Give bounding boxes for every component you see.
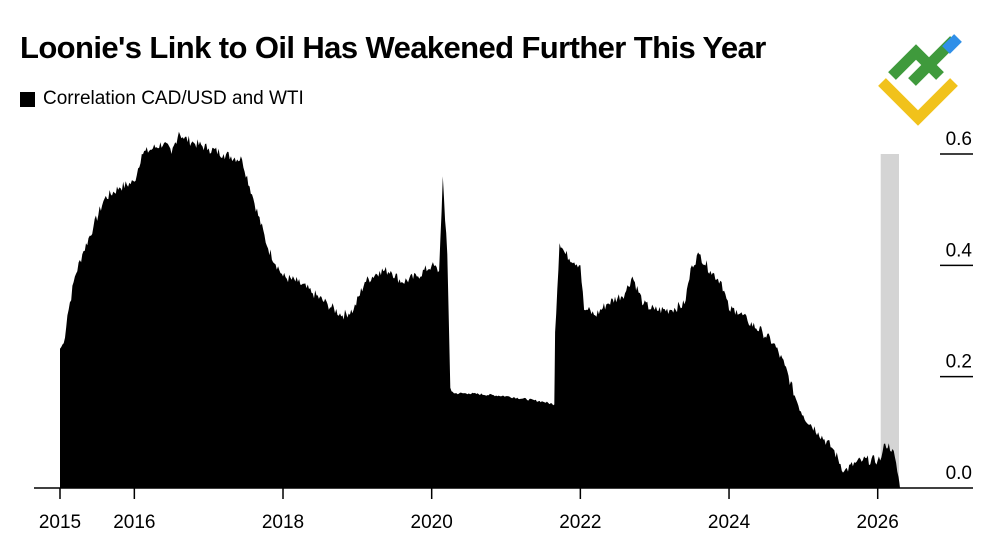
x-tick-label: 2026 xyxy=(857,512,899,533)
x-axis: 2015 2016 2018 2020 2022 2024 2026 xyxy=(39,488,899,533)
y-tick-label: 0.2 xyxy=(946,352,972,373)
x-tick-label: 2015 xyxy=(39,512,81,533)
x-tick-label: 2022 xyxy=(559,512,601,533)
legend-label: Correlation CAD/USD and WTI xyxy=(43,88,304,109)
x-tick-label: 2016 xyxy=(113,512,155,533)
legend-swatch xyxy=(20,91,35,107)
x-tick-label: 2024 xyxy=(708,512,751,533)
brand-logo-icon xyxy=(878,34,962,126)
highlight-band xyxy=(880,154,899,488)
chart-title: Loonie's Link to Oil Has Weakened Furthe… xyxy=(20,30,766,65)
x-tick-label: 2020 xyxy=(411,512,453,533)
y-tick-label: 0.4 xyxy=(946,240,973,261)
legend: Correlation CAD/USD and WTI xyxy=(20,88,304,110)
y-axis: 0.0 0.2 0.4 0.6 xyxy=(940,129,973,484)
x-tick-label: 2018 xyxy=(262,512,304,533)
y-tick-label: 0.0 xyxy=(946,463,972,484)
area-series-correlation xyxy=(60,131,900,488)
y-tick-label: 0.6 xyxy=(946,129,972,150)
